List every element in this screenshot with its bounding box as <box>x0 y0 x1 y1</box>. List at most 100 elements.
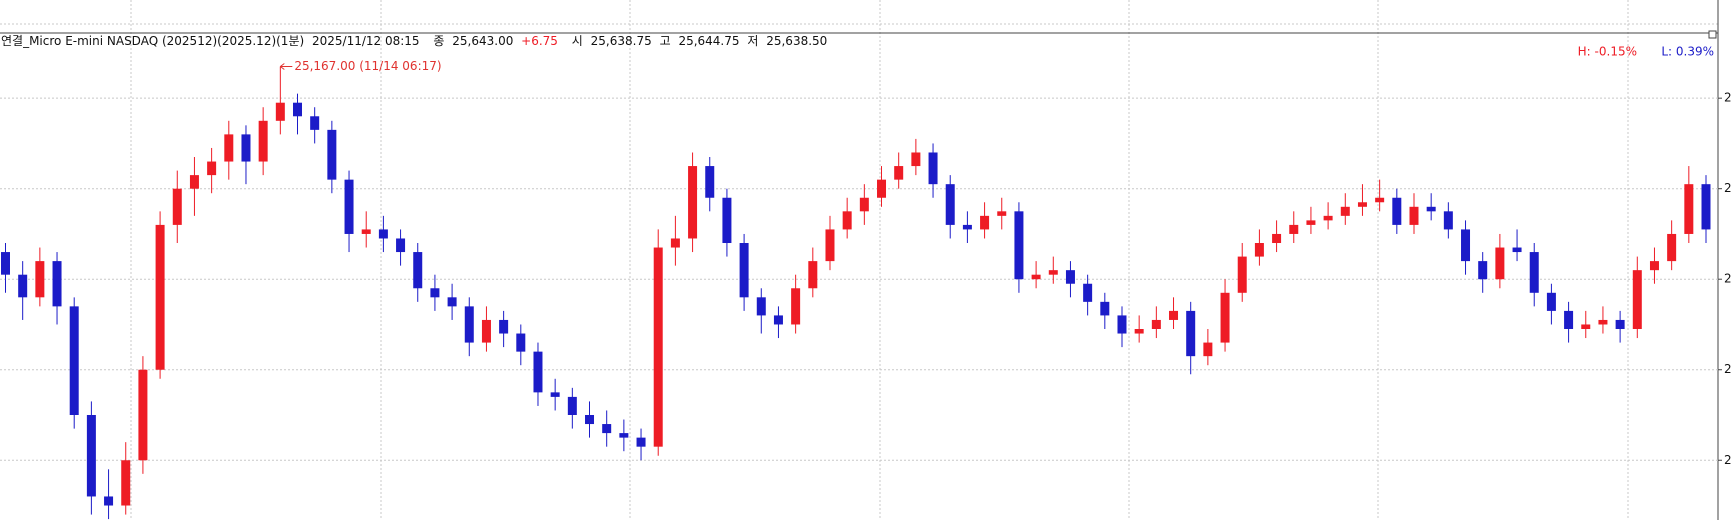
candle-body <box>396 238 406 253</box>
candle-body <box>1495 247 1505 280</box>
candle-body <box>1632 270 1642 330</box>
candle-body <box>1684 184 1694 234</box>
candle-body <box>189 175 199 189</box>
range-low: L: 0.39% <box>1661 45 1714 59</box>
candle-body <box>1392 197 1402 225</box>
candle-body <box>859 197 869 212</box>
candle-body <box>773 315 783 325</box>
candle-body <box>636 437 646 447</box>
candle-body <box>310 116 320 130</box>
candle-body <box>1375 197 1385 203</box>
y-tick-label: 25120 <box>1724 272 1731 286</box>
candle-body <box>447 297 457 307</box>
candle-body <box>1083 283 1093 302</box>
y-tick-label: 25160 <box>1724 91 1731 105</box>
candle-body <box>1564 310 1574 330</box>
candle-body <box>1409 206 1419 225</box>
candle-body <box>52 261 62 307</box>
candle-body <box>1031 274 1041 280</box>
candle-body <box>378 229 388 239</box>
candle-body <box>1237 256 1247 293</box>
candle-body <box>1117 315 1127 334</box>
candle-body <box>258 120 268 162</box>
candle-body <box>344 179 354 234</box>
candle-body <box>1667 233 1677 262</box>
candle-body <box>945 184 955 225</box>
candle-body <box>138 369 148 461</box>
candle-body <box>1581 324 1591 330</box>
candle-body <box>1512 247 1522 253</box>
candle-body <box>1169 310 1179 320</box>
candle-body <box>825 229 835 262</box>
candle-body <box>1340 206 1350 216</box>
candle-body <box>1186 310 1196 357</box>
candle-body <box>104 496 114 506</box>
candle-body <box>997 211 1007 216</box>
candle-body <box>928 152 938 185</box>
candle-body <box>894 166 904 180</box>
candle-body <box>1598 319 1608 325</box>
candle-body <box>1203 342 1213 357</box>
change: +6.75 <box>521 34 558 48</box>
y-tick-label: 25100 <box>1724 362 1731 376</box>
candle-body <box>413 252 423 289</box>
header: 연결_Micro E-mini NASDAQ (202512)(2025.12)… <box>1 34 827 48</box>
candle-body <box>18 274 28 298</box>
candle-body <box>1357 202 1367 207</box>
candle-body <box>842 211 852 230</box>
candle-body <box>69 306 79 415</box>
candle-body <box>739 243 749 298</box>
candle-body <box>705 166 715 198</box>
candle-body <box>155 224 165 370</box>
close-label: 종 <box>433 34 444 48</box>
candle-body <box>1306 220 1316 225</box>
candle-body <box>877 179 887 198</box>
candle-body <box>327 129 337 180</box>
candle-body <box>1426 206 1436 212</box>
candle-body <box>1443 211 1453 230</box>
candle-body <box>1254 243 1264 257</box>
candle-body <box>293 102 303 117</box>
candle-body <box>1151 319 1161 330</box>
pane-button[interactable] <box>1708 30 1717 39</box>
candle-body <box>550 392 560 397</box>
candle-body <box>464 306 474 343</box>
candles <box>1 66 1711 520</box>
candle-body <box>585 414 595 425</box>
range-high: H: -0.15% <box>1578 45 1637 59</box>
candle-body <box>172 188 182 225</box>
candle-body <box>499 319 509 334</box>
candle-body <box>1289 224 1299 234</box>
candle-body <box>224 134 234 162</box>
y-tick-label: 25140 <box>1724 181 1731 195</box>
candle-body <box>1615 319 1625 330</box>
candle-body <box>911 152 921 167</box>
candle-body <box>1014 211 1024 280</box>
annotation-arrow <box>280 63 285 70</box>
candle-body <box>1478 261 1488 280</box>
candle-body <box>1048 270 1058 275</box>
candle-body <box>619 433 629 438</box>
candle-body <box>361 229 371 234</box>
candle-body <box>1065 270 1075 284</box>
low-label: 저 <box>747 34 758 48</box>
candle-body <box>1529 252 1539 293</box>
candle-body <box>756 297 766 316</box>
candle-body <box>207 161 217 176</box>
candle-body <box>962 224 972 230</box>
candle-body <box>980 215 990 230</box>
candle-body <box>1649 261 1659 271</box>
candle-body <box>481 319 491 343</box>
open-value: 25,638.75 <box>591 34 652 48</box>
candle-body <box>567 396 577 415</box>
candle-body <box>1323 215 1333 221</box>
candle-body <box>35 261 45 298</box>
candle-body <box>275 102 285 121</box>
candle-body <box>1461 229 1471 262</box>
candle-body <box>1220 292 1230 343</box>
y-tick-label: 25080 <box>1724 453 1731 467</box>
candle-body <box>121 460 131 506</box>
